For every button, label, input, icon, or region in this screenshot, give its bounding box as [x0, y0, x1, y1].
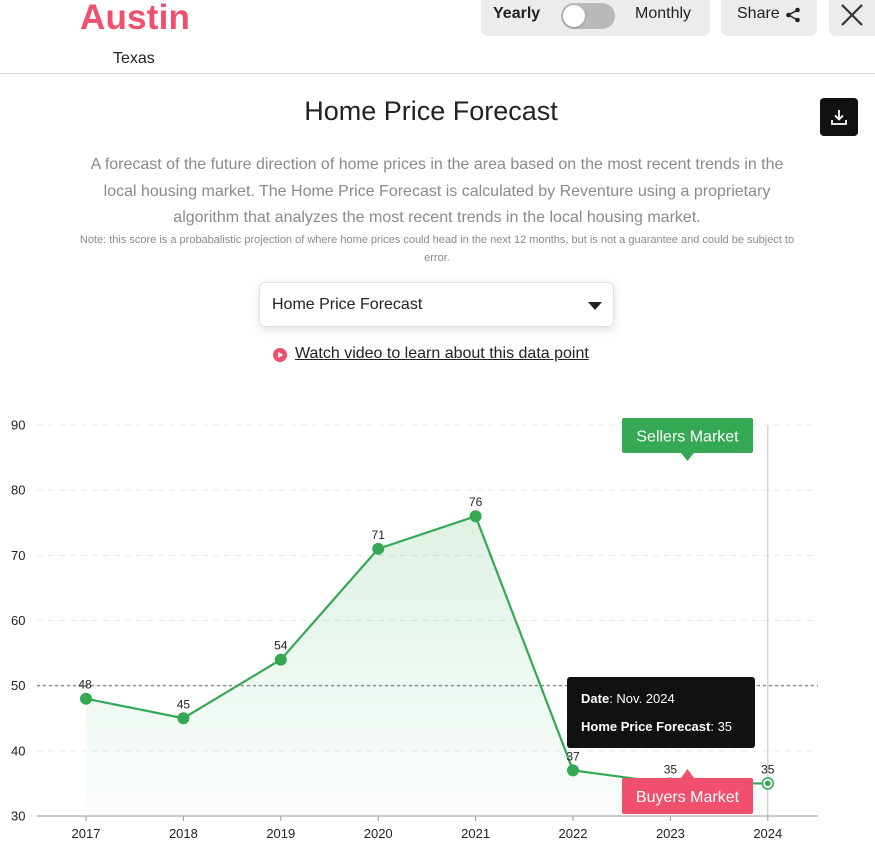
play-icon — [273, 348, 287, 362]
y-tick-label: 70 — [11, 548, 25, 563]
y-tick-label: 80 — [11, 483, 25, 498]
page-header: Austin Texas Yearly Monthly Share — [0, 0, 875, 74]
y-tick-label: 40 — [11, 743, 25, 758]
data-point[interactable] — [469, 510, 482, 523]
share-button[interactable]: Share — [721, 0, 817, 36]
x-tick-label: 2017 — [72, 826, 101, 841]
market-badges: Sellers Market Buyers Market — [622, 418, 753, 814]
data-point[interactable] — [177, 712, 190, 725]
caret-down-icon — [588, 302, 602, 310]
buyers-market-badge — [622, 778, 753, 814]
data-label: 54 — [274, 639, 288, 653]
area-fill — [86, 516, 768, 816]
y-tick-label: 50 — [11, 678, 25, 693]
x-tick-label: 2018 — [169, 826, 198, 841]
period-switch[interactable] — [561, 3, 615, 29]
period-toggle: Yearly Monthly — [481, 0, 710, 36]
close-icon — [841, 4, 863, 26]
section-title: Home Price Forecast — [304, 96, 558, 126]
close-button[interactable] — [829, 0, 875, 36]
switch-knob — [563, 5, 585, 27]
data-label: 35 — [664, 762, 678, 776]
download-icon — [831, 110, 847, 125]
x-tick-label: 2021 — [461, 826, 490, 841]
area-path — [86, 516, 768, 816]
section-description: A forecast of the future direction of ho… — [90, 156, 784, 226]
data-point[interactable] — [274, 653, 287, 666]
data-label: 35 — [761, 762, 775, 776]
data-label: 71 — [372, 528, 386, 542]
share-icon — [786, 7, 800, 23]
buyers-badge-pointer — [681, 769, 694, 778]
state-subtitle: Texas — [113, 50, 155, 67]
toggle-monthly-label[interactable]: Monthly — [635, 5, 692, 22]
tooltip-value: Home Price Forecast: 35 — [581, 719, 732, 734]
watch-video-label: Watch video to learn about this data poi… — [295, 345, 589, 362]
data-point[interactable] — [80, 692, 92, 705]
x-tick-label: 2022 — [559, 826, 588, 841]
data-label: 76 — [469, 495, 483, 509]
forecast-chart: 30 40 50 60 70 80 90 2017 2018 2019 2020 2021 2022 20… — [11, 418, 818, 841]
x-tick-label: 2023 — [656, 826, 685, 841]
section-note: Note: this score is a probabalistic proj… — [79, 234, 795, 264]
toggle-yearly-label[interactable]: Yearly — [493, 5, 541, 22]
tooltip-date: Date: Nov. 2024 — [581, 691, 675, 706]
x-tick-label: 2019 — [266, 826, 295, 841]
sellers-market-badge — [622, 418, 753, 453]
data-label: 37 — [566, 749, 580, 763]
data-point-active-dot — [765, 780, 771, 787]
x-tick-label: 2024 — [753, 826, 782, 841]
share-label: Share — [737, 5, 780, 22]
y-tick-label: 60 — [11, 613, 25, 628]
data-point[interactable] — [567, 764, 579, 777]
city-title: Austin — [80, 0, 191, 37]
sellers-badge-pointer — [681, 453, 694, 461]
buyers-market-label: Buyers Market — [636, 789, 740, 806]
data-label: 48 — [78, 678, 92, 692]
tooltip-box — [567, 677, 755, 748]
data-point[interactable] — [372, 542, 385, 555]
metric-select[interactable]: Home Price Forecast — [259, 282, 614, 327]
y-tick-label: 30 — [11, 809, 25, 824]
metric-select-value: Home Price Forecast — [272, 296, 423, 313]
y-tick-label: 90 — [11, 418, 25, 433]
sellers-market-label: Sellers Market — [636, 429, 739, 446]
data-label: 45 — [177, 697, 191, 711]
download-button[interactable] — [820, 98, 858, 136]
tooltip: Date: Nov. 2024 Home Price Forecast: 35 — [567, 677, 755, 748]
data-labels: 48 45 54 71 76 37 35 35 — [78, 495, 774, 776]
x-tick-label: 2020 — [364, 826, 393, 841]
